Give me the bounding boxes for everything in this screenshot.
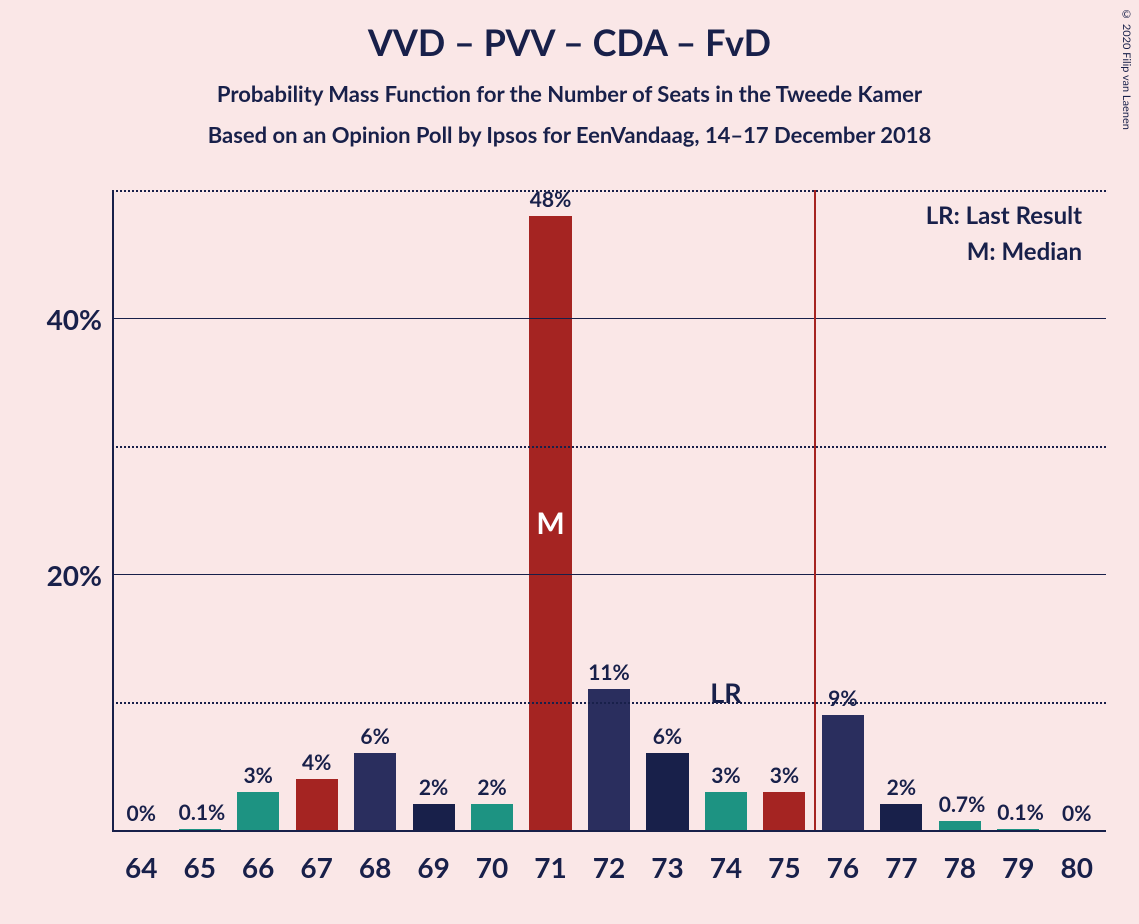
x-tick-label: 77 — [885, 850, 917, 884]
bar-value-label: 3% — [763, 763, 805, 792]
chart-subtitle-1: Probability Mass Function for the Number… — [0, 80, 1139, 107]
bar: 9% — [822, 715, 864, 830]
x-tick-label: 71 — [534, 850, 566, 884]
bar-value-label: 0% — [1056, 801, 1098, 830]
x-tick-label: 67 — [300, 850, 332, 884]
chart-subtitle-2: Based on an Opinion Poll by Ipsos for Ee… — [0, 121, 1139, 148]
bar: 2% — [413, 804, 455, 830]
y-tick-label: 40% — [2, 302, 102, 336]
bar-value-label: 2% — [880, 775, 922, 804]
bar-value-label: 3% — [237, 763, 279, 792]
bar-value-label: 6% — [354, 724, 396, 753]
gridline-major: 40% — [112, 318, 1106, 319]
chart-title: VVD – PVV – CDA – FvD — [0, 0, 1139, 64]
gridline-major: 20% — [112, 574, 1106, 575]
x-tick-label: 78 — [944, 850, 976, 884]
bar-value-label: 11% — [588, 660, 630, 689]
bar: 48%M — [529, 216, 571, 830]
bar-value-label: 0.7% — [939, 792, 981, 821]
lr-line — [814, 190, 816, 830]
x-labels: 64 65 66 67 68 69 70 71 72 73 74 75 76 77 78 79 80 — [112, 840, 1106, 890]
copyright-text: © 2020 Filip van Laenen — [1120, 8, 1133, 130]
plot-area: LR: Last Result M: Median 0%0.1%3%4%6%2%… — [112, 190, 1106, 830]
x-tick-label: 80 — [1061, 850, 1093, 884]
y-tick-label: 20% — [2, 558, 102, 592]
bar-value-label: 0.1% — [179, 800, 221, 829]
chart-area: LR: Last Result M: Median 0%0.1%3%4%6%2%… — [0, 170, 1139, 924]
bar: 3% — [763, 792, 805, 830]
bar: 2% — [880, 804, 922, 830]
bars-container: 0%0.1%3%4%6%2%2%48%M11%6%3%3%9%2%0.7%0.1… — [112, 190, 1106, 830]
x-tick-label: 70 — [476, 850, 508, 884]
bar: 4% — [296, 779, 338, 830]
bar: 3% — [237, 792, 279, 830]
x-tick-label: 65 — [183, 850, 215, 884]
x-tick-label: 64 — [125, 850, 157, 884]
x-tick-label: 73 — [651, 850, 683, 884]
bar: 6% — [354, 753, 396, 830]
bar: 0.7% — [939, 821, 981, 830]
gridline-minor — [112, 702, 1106, 704]
bar: 3% — [705, 792, 747, 830]
x-axis — [112, 830, 1106, 832]
bar-value-label: 6% — [646, 724, 688, 753]
lr-label: LR — [710, 676, 741, 709]
bar-value-label: 2% — [413, 775, 455, 804]
bar: 6% — [646, 753, 688, 830]
x-tick-label: 72 — [593, 850, 625, 884]
x-tick-label: 68 — [359, 850, 391, 884]
x-tick-label: 69 — [417, 850, 449, 884]
gridline-minor — [112, 190, 1106, 192]
bar-value-label: 0.1% — [997, 800, 1039, 829]
bar: 11% — [588, 689, 630, 830]
bar-value-label: 0% — [120, 801, 162, 830]
y-axis — [112, 190, 114, 830]
bar-value-label: 3% — [705, 763, 747, 792]
x-tick-label: 74 — [710, 850, 742, 884]
bar: 2% — [471, 804, 513, 830]
x-tick-label: 75 — [768, 850, 800, 884]
bar-value-label: 2% — [471, 775, 513, 804]
bar-value-label: 4% — [296, 750, 338, 779]
x-tick-label: 79 — [1002, 850, 1034, 884]
x-tick-label: 76 — [827, 850, 859, 884]
bar-value-label: 9% — [822, 686, 864, 715]
median-marker: M — [529, 505, 571, 541]
x-tick-label: 66 — [242, 850, 274, 884]
gridline-minor — [112, 446, 1106, 448]
